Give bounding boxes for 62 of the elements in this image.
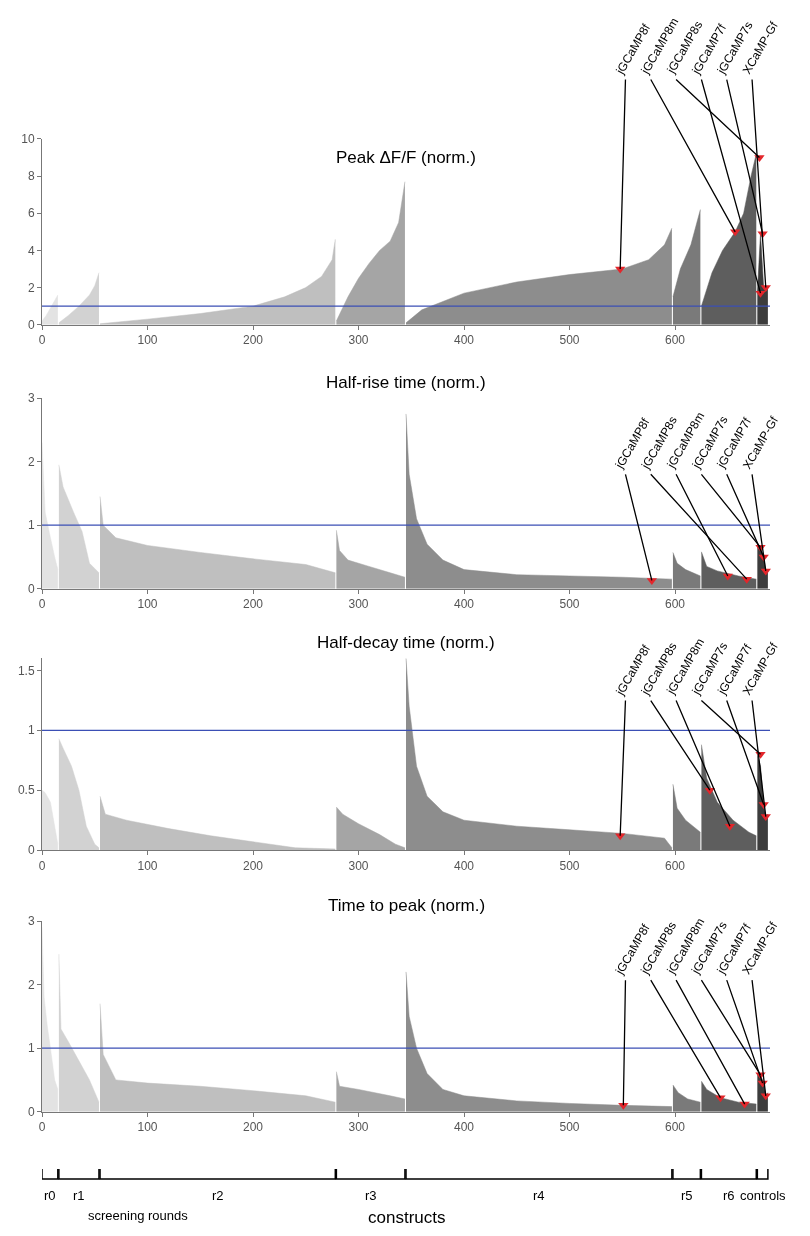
y-tick-label: 2 [27,280,35,295]
x-tick-label: 500 [559,333,580,348]
x-tick-label: 100 [137,597,158,612]
x-tick-label: 600 [665,597,686,612]
x-tick-label: 500 [559,858,580,873]
y-tick-label: 0 [27,843,35,858]
y-tick-label: 3 [27,914,35,929]
text: r1 [73,1188,85,1203]
text: r6 [723,1188,735,1203]
x-tick-label: 100 [137,333,158,348]
y-tick-label: 0 [27,581,35,596]
x-tick-label: 0 [38,858,46,873]
x-tick-label: 0 [38,1120,46,1135]
y-tick-label: 0 [27,317,35,332]
y-tick-label: 2 [27,977,35,992]
text: r2 [212,1188,224,1203]
y-tick-label: 1 [27,723,35,738]
x-tick-label: 300 [348,858,369,873]
point [760,285,771,293]
y-tick-label: 1.5 [17,663,35,678]
y-tick-label: 1 [27,518,35,533]
x-axis-title: constructs [368,1208,446,1227]
text: r5 [681,1188,693,1203]
x-tick-label: 400 [454,597,475,612]
x-tick-label: 600 [665,858,686,873]
x-tick-label: 600 [665,1120,686,1135]
text: Peak ΔF/F (norm.) [336,148,476,167]
x-tick-label: 400 [454,333,475,348]
x-tick-label: 300 [348,333,369,348]
x-tick-label: 100 [137,1120,158,1135]
x-tick-label: 600 [665,333,686,348]
x-tick-label: 500 [559,597,580,612]
y-tick-label: 6 [27,206,35,221]
y-tick-label: 10 [21,132,35,147]
chart-title: Time to peak (norm.) [328,896,486,915]
chart-title: Half-decay time (norm.) [317,633,495,652]
x-tick-label: 500 [559,1120,580,1135]
text: r4 [533,1188,545,1203]
x-tick-label: 300 [348,597,369,612]
text: r0 [44,1188,56,1203]
point [760,814,771,822]
x-tick-label: 200 [242,597,264,612]
y-tick-label: 0 [27,1104,35,1119]
y-tick-label: 3 [27,391,35,406]
y-tick-label: 1 [27,1041,35,1056]
x-tick-label: 400 [454,1120,475,1135]
text: screening rounds [88,1208,189,1223]
text: controls [740,1188,787,1203]
x-tick-label: 0 [38,333,46,348]
text: r3 [365,1188,377,1203]
x-tick-label: 300 [348,1120,369,1135]
x-tick-label: 200 [242,1120,264,1135]
x-tick-label: 200 [242,333,264,348]
y-tick-label: 0.5 [17,783,35,798]
chart-title: Half-rise time (norm.) [326,373,486,392]
y-tick-label: 8 [27,169,35,184]
y-tick-label: 2 [27,454,35,469]
x-tick-label: 100 [137,858,158,873]
x-tick-label: 200 [242,858,264,873]
y-tick-label: 4 [27,243,35,258]
x-tick-label: 0 [38,597,46,612]
x-tick-label: 400 [454,858,475,873]
